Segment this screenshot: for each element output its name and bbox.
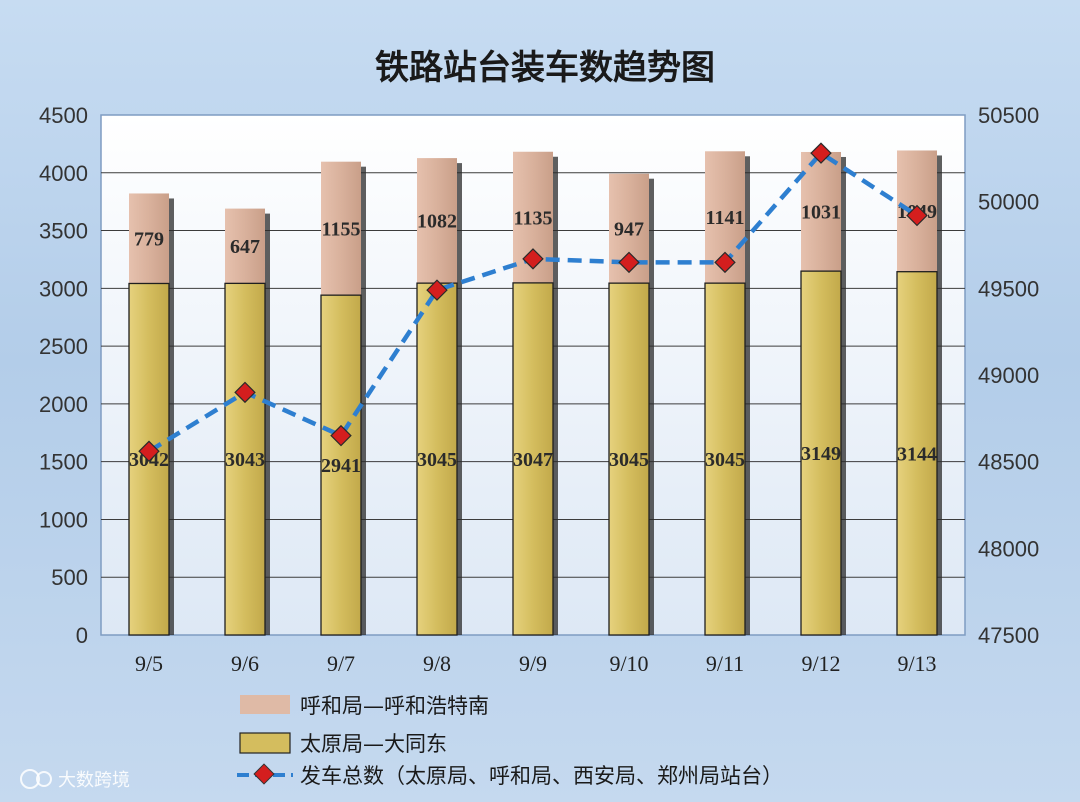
- bar-label-hohhot: 1141: [706, 207, 745, 229]
- left-axis: 0 500 1000 1500 2000 2500 3000 3500 4000 4500: [39, 103, 88, 648]
- bar-label-taiyuan: 3045: [705, 449, 745, 471]
- total-point: [714, 251, 736, 274]
- bar-taiyuan: [704, 282, 746, 636]
- bar-hohhot: [321, 161, 361, 296]
- legend-swatch-taiyuan: [239, 732, 291, 754]
- legend-label-taiyuan: 太原局—大同东: [300, 732, 447, 756]
- bar-taiyuan: [608, 282, 650, 636]
- total-point: [810, 142, 832, 164]
- left-tick-label: 2000: [39, 392, 88, 417]
- bars: [128, 150, 942, 636]
- bar-taiyuan: [224, 282, 266, 636]
- total-point: [522, 248, 544, 270]
- bar-hohhot: [129, 193, 169, 284]
- bar-label-taiyuan: 3045: [609, 449, 649, 471]
- right-tick-label: 47500: [978, 623, 1039, 648]
- bar-taiyuan: [896, 271, 938, 636]
- x-tick-label: 9/9: [519, 651, 547, 676]
- left-tick-label: 1500: [39, 450, 88, 475]
- left-tick-label: 4500: [39, 103, 88, 128]
- right-tick-label: 48500: [978, 450, 1039, 475]
- total-point: [906, 204, 928, 227]
- bar-label-hohhot: 1031: [801, 202, 841, 224]
- legend: 呼和局—呼和浩特南 太原局—大同东 发车总数（太原局、呼和局、西安局、郑州局站台…: [237, 694, 783, 788]
- left-tick-label: 4000: [39, 161, 88, 186]
- bar-taiyuan: [416, 282, 458, 636]
- bar-label-hohhot: 779: [134, 228, 164, 250]
- x-tick-label: 9/13: [897, 651, 936, 676]
- legend-swatch-hohhot: [240, 695, 290, 714]
- bar-hohhot: [801, 151, 841, 272]
- left-tick-label: 0: [76, 623, 88, 648]
- right-tick-label: 50000: [978, 190, 1039, 215]
- x-axis: 9/5 9/6 9/7 9/8 9/9 9/10 9/11 9/12 9/13: [135, 651, 937, 676]
- x-tick-label: 9/10: [609, 651, 648, 676]
- bar-taiyuan: [512, 282, 554, 636]
- bar-taiyuan: [800, 270, 842, 636]
- bar-label-taiyuan: 3149: [801, 443, 841, 465]
- bar-hohhot: [225, 208, 265, 284]
- watermark-text: 大数跨境: [58, 770, 130, 791]
- left-tick-label: 1000: [39, 507, 88, 532]
- bar-label-hohhot: 1082: [417, 211, 457, 233]
- right-tick-label: 49500: [978, 276, 1039, 301]
- total-point: [234, 381, 256, 404]
- x-tick-label: 9/11: [706, 651, 744, 676]
- right-tick-label: 50500: [978, 103, 1039, 128]
- right-tick-label: 48000: [978, 536, 1039, 561]
- x-tick-label: 9/6: [231, 651, 259, 676]
- x-tick-label: 9/5: [135, 651, 163, 676]
- legend-label-hohhot: 呼和局—呼和浩特南: [300, 694, 489, 718]
- total-point: [330, 424, 352, 447]
- bar-label-taiyuan: 2941: [321, 455, 361, 477]
- left-tick-label: 3500: [39, 219, 88, 244]
- k-logo-icon: [20, 769, 52, 789]
- bar-label-taiyuan: 3043: [225, 449, 265, 471]
- legend-marker-total: [253, 763, 275, 785]
- right-axis: 47500 48000 48500 49000 49500 50000 50500: [978, 103, 1039, 648]
- bar-taiyuan: [320, 294, 362, 636]
- left-tick-label: 3000: [39, 276, 88, 301]
- total-point: [426, 279, 448, 301]
- total-point: [138, 440, 160, 463]
- bar-label-hohhot: 1155: [322, 218, 361, 240]
- bar-label-hohhot: 647: [230, 236, 260, 258]
- bar-hohhot: [417, 158, 457, 284]
- bar-label-taiyuan: 3047: [513, 449, 553, 471]
- bar-label-hohhot: 1135: [514, 207, 553, 229]
- total-point: [618, 251, 640, 274]
- left-tick-label: 500: [51, 565, 88, 590]
- bar-label-taiyuan: 3045: [417, 449, 457, 471]
- total-line: [138, 142, 928, 463]
- bar-label-hohhot: 947: [614, 218, 644, 240]
- bar-label-taiyuan: 3144: [897, 443, 937, 465]
- x-tick-label: 9/8: [423, 651, 451, 676]
- right-tick-label: 49000: [978, 363, 1039, 388]
- chart-title: 铁路站台装车数趋势图: [375, 48, 715, 88]
- watermark: 大数跨境: [20, 769, 130, 791]
- x-tick-label: 9/7: [327, 651, 355, 676]
- x-tick-label: 9/12: [801, 651, 840, 676]
- left-tick-label: 2500: [39, 334, 88, 359]
- legend-label-total: 发车总数（太原局、呼和局、西安局、郑州局站台）: [300, 764, 783, 788]
